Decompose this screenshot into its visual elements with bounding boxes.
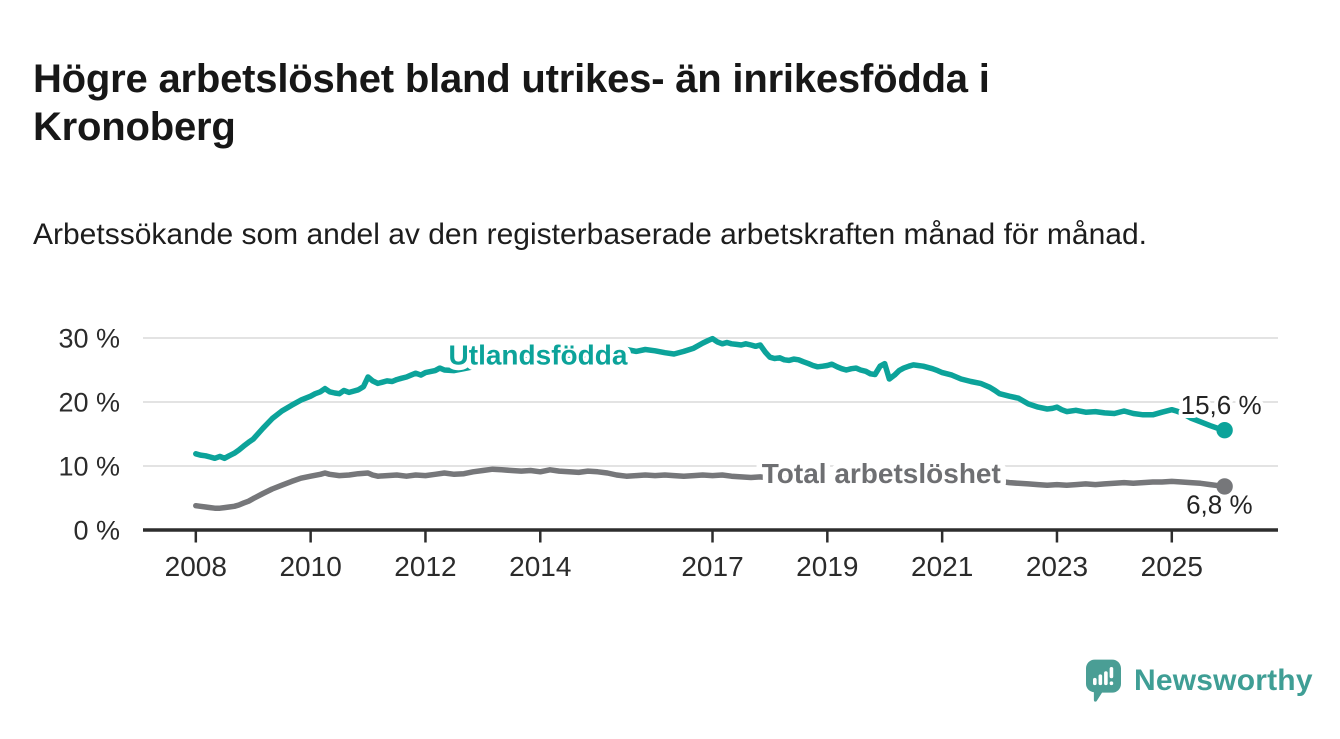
x-tick-label: 2012 bbox=[394, 551, 456, 582]
page-title: Högre arbetslöshet bland utrikes- än inr… bbox=[33, 56, 990, 149]
x-tick-label: 2021 bbox=[911, 551, 973, 582]
bar-chart-speech-bubble-icon bbox=[1086, 659, 1121, 702]
series-label-total: Total arbetslöshet bbox=[762, 458, 1001, 489]
end-dot-total bbox=[1216, 478, 1233, 495]
end-dot-utlandsfodda bbox=[1216, 421, 1233, 439]
newsworthy-logo[interactable]: Newsworthy bbox=[1086, 659, 1313, 703]
series-label-utlandsfodda: Utlandsfödda bbox=[449, 339, 628, 370]
end-value-label-utlandsfodda: 15,6 % bbox=[1181, 390, 1262, 420]
series-line-total bbox=[193, 466, 1228, 511]
x-tick-label: 2014 bbox=[509, 551, 571, 582]
y-tick-label: 30 % bbox=[58, 324, 120, 354]
x-tick-label: 2017 bbox=[681, 551, 743, 582]
series-line-utlandsfodda bbox=[193, 335, 1228, 462]
x-tick-label: 2010 bbox=[279, 551, 341, 582]
x-tick-label: 2019 bbox=[796, 551, 858, 582]
x-tick-label: 2008 bbox=[165, 551, 227, 582]
y-tick-label: 0 % bbox=[73, 516, 120, 546]
newsworthy-logo-text: Newsworthy bbox=[1134, 664, 1313, 697]
chart-subtitle: Arbetssökande som andel av den registerb… bbox=[33, 218, 1147, 251]
x-tick-label: 2023 bbox=[1026, 551, 1088, 582]
end-value-label-total: 6,8 % bbox=[1186, 489, 1253, 519]
y-tick-label: 20 % bbox=[58, 388, 120, 418]
x-tick-label: 2025 bbox=[1141, 551, 1203, 582]
y-tick-label: 10 % bbox=[58, 452, 120, 482]
